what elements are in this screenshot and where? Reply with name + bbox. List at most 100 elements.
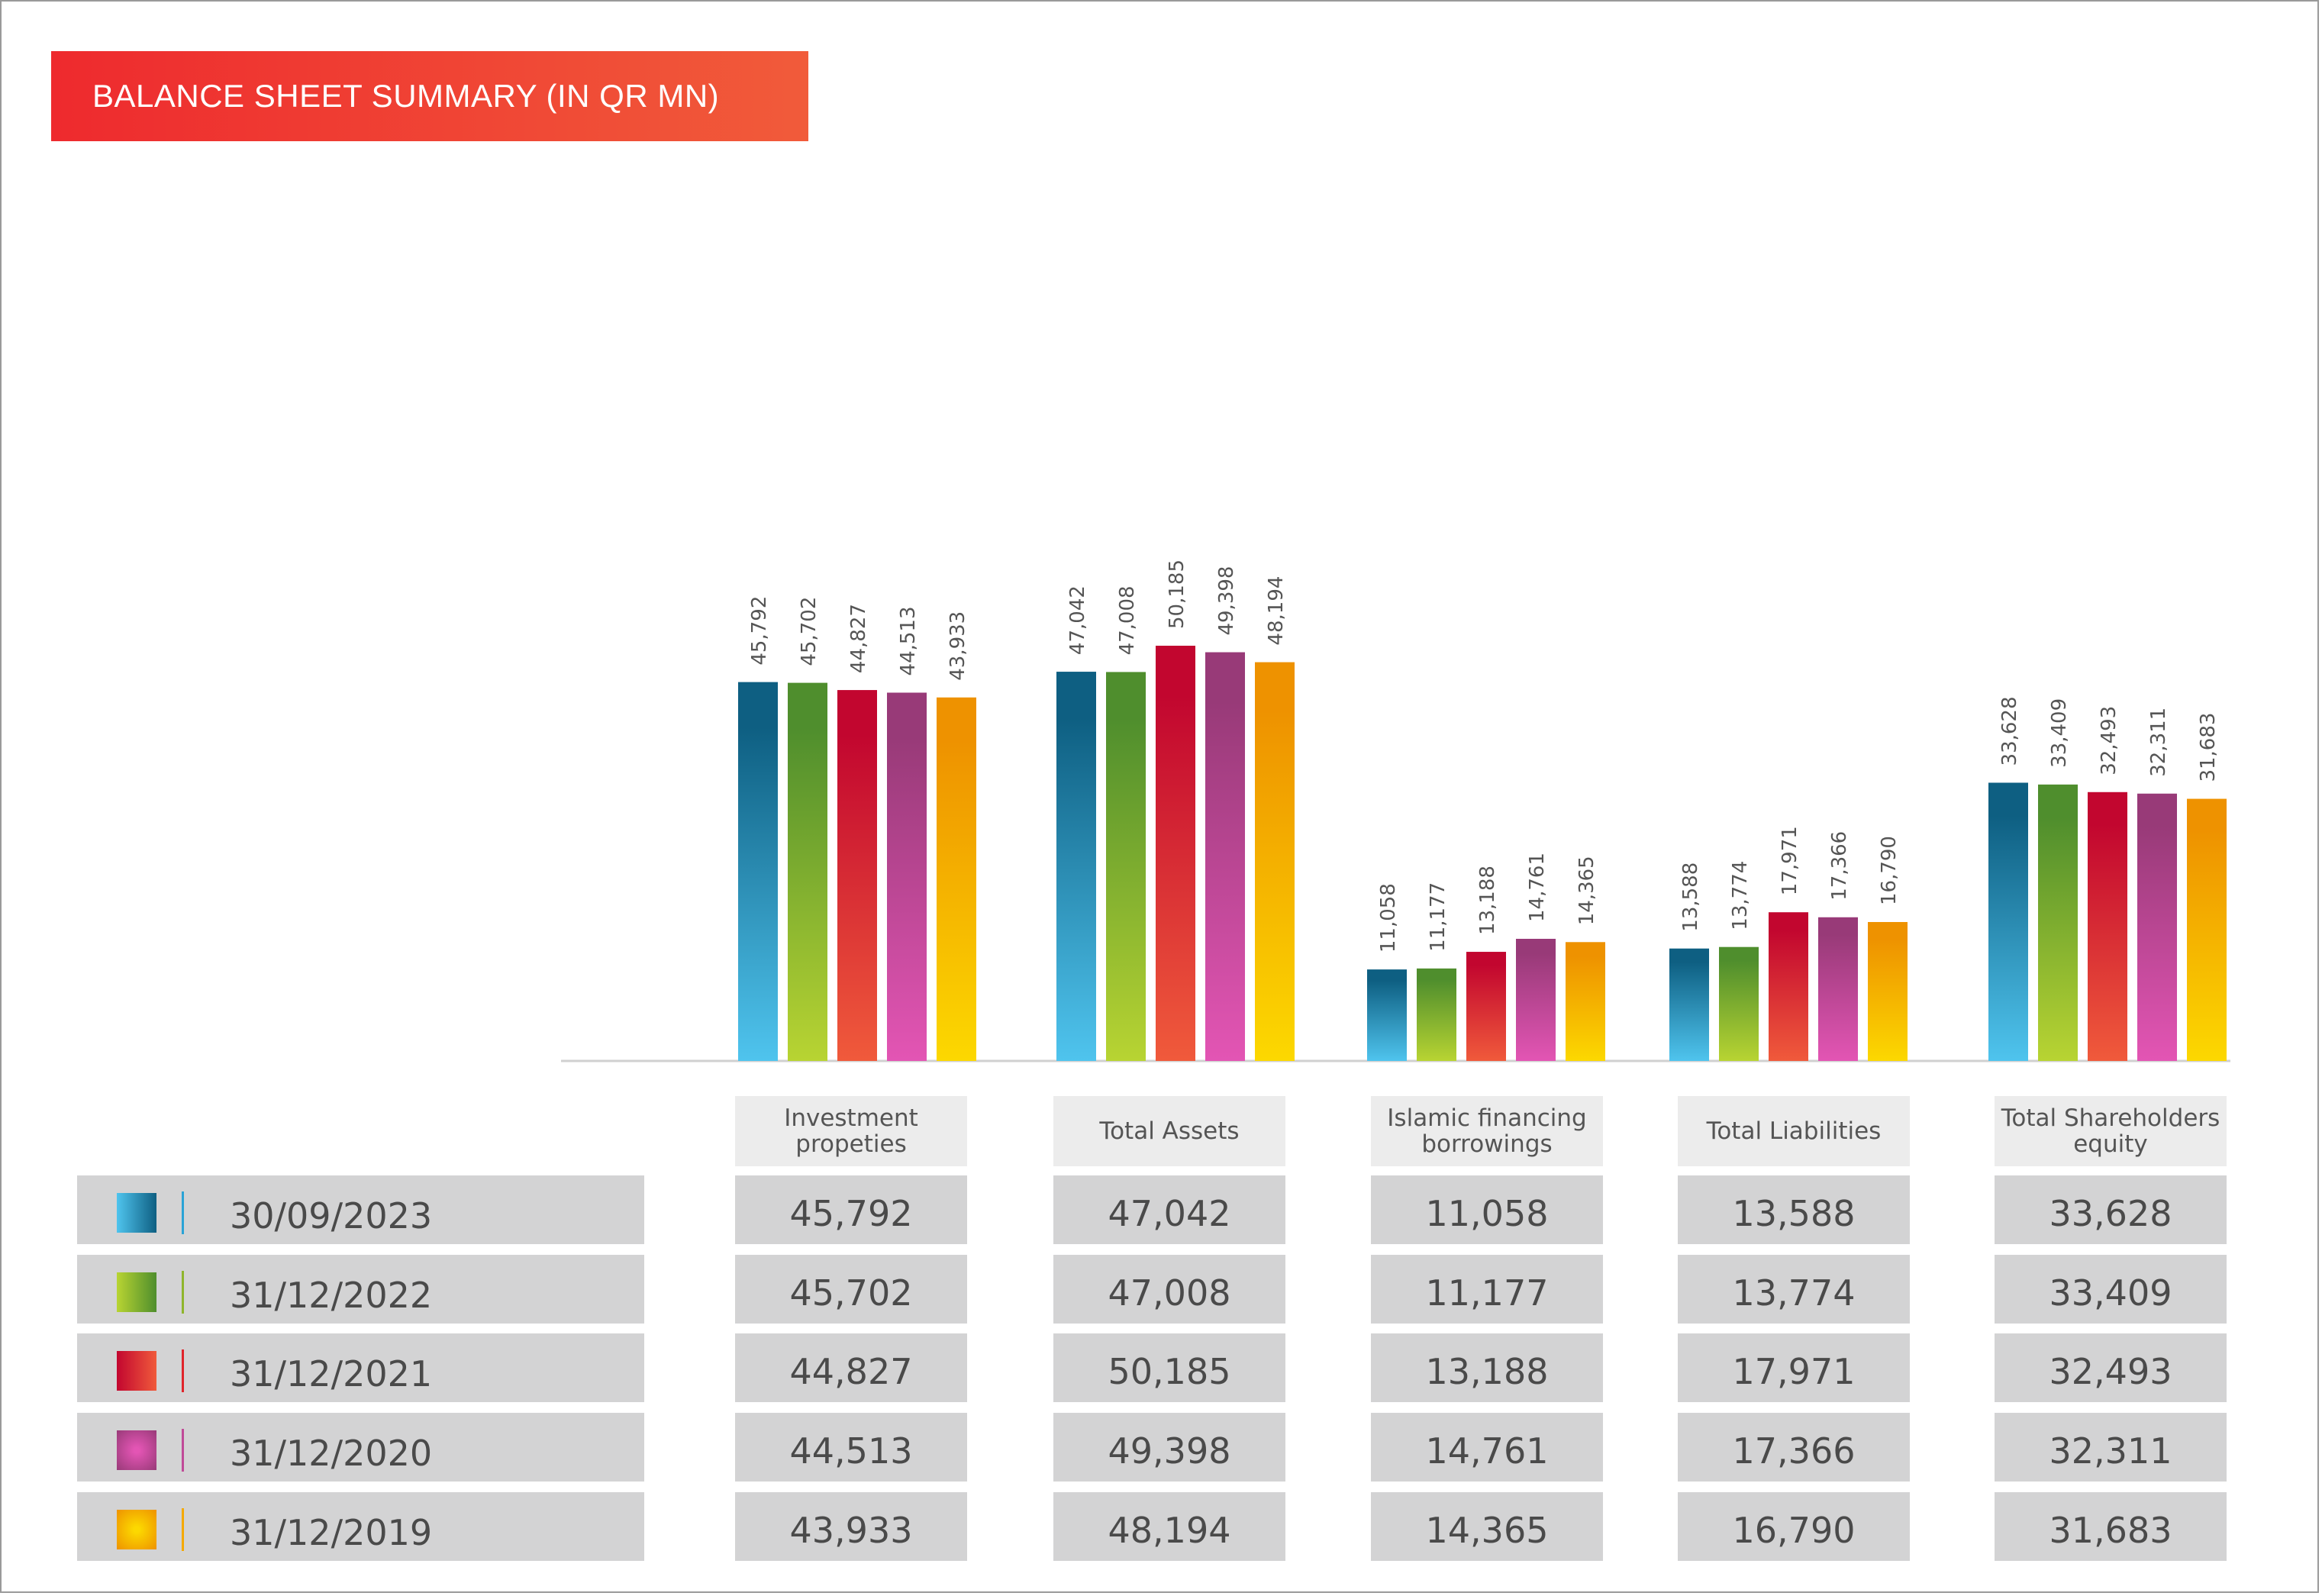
legend-swatch: [117, 1351, 156, 1391]
bar-investment-propeties-30-09-2023: [738, 682, 778, 1061]
data-label-total-liabilities-31-12-2022: 13,774: [1729, 861, 1752, 930]
data-label-investment-propeties-31-12-2019: 43,933: [947, 611, 969, 681]
bar-investment-propeties-31-12-2022: [788, 682, 827, 1061]
table-cell-total-assets-31-12-2022: 47,008: [1053, 1255, 1285, 1324]
table-cell-islamic-financing-borrowings-31-12-2019: 14,365: [1371, 1492, 1603, 1561]
table-cell-total-liabilities-30-09-2023: 13,588: [1678, 1175, 1910, 1244]
data-label-total-liabilities-31-12-2019: 16,790: [1878, 836, 1901, 905]
table-cell-total-assets-31-12-2019: 48,194: [1053, 1492, 1285, 1561]
table-cell-islamic-financing-borrowings-31-12-2020: 14,761: [1371, 1413, 1603, 1482]
legend-row-31-12-2021: 31/12/2021: [77, 1333, 644, 1402]
bar-investment-propeties-31-12-2021: [837, 690, 877, 1061]
data-label-islamic-financing-borrowings-31-12-2020: 14,761: [1526, 853, 1549, 922]
bar-total-shareholders-equity-30-09-2023: [1988, 782, 2028, 1061]
legend-swatch: [117, 1430, 156, 1470]
legend-label: 30/09/2023: [230, 1195, 433, 1236]
data-label-investment-propeties-31-12-2022: 45,702: [798, 597, 821, 666]
table-cell-islamic-financing-borrowings-31-12-2022: 11,177: [1371, 1255, 1603, 1324]
data-label-total-shareholders-equity-31-12-2021: 32,493: [2098, 706, 2120, 775]
data-label-total-assets-30-09-2023: 47,042: [1066, 585, 1089, 655]
data-label-total-shareholders-equity-31-12-2020: 32,311: [2147, 708, 2170, 777]
table-cell-total-shareholders-equity-30-09-2023: 33,628: [1995, 1175, 2227, 1244]
data-label-total-assets-31-12-2021: 50,185: [1166, 559, 1188, 629]
bar-islamic-financing-borrowings-31-12-2021: [1466, 952, 1506, 1061]
bar-total-assets-31-12-2022: [1106, 672, 1146, 1061]
legend-tick: [182, 1191, 184, 1234]
bar-total-shareholders-equity-31-12-2021: [2088, 792, 2127, 1061]
bar-islamic-financing-borrowings-31-12-2020: [1516, 938, 1556, 1061]
data-label-total-assets-31-12-2020: 49,398: [1215, 566, 1238, 636]
bar-total-assets-31-12-2019: [1255, 662, 1295, 1061]
category-header-islamic-financing-borrowings: Islamic financing borrowings: [1371, 1096, 1603, 1166]
table-cell-total-liabilities-31-12-2022: 13,774: [1678, 1255, 1910, 1324]
table-cell-total-shareholders-equity-31-12-2022: 33,409: [1995, 1255, 2227, 1324]
bar-total-liabilities-31-12-2022: [1719, 946, 1759, 1061]
table-cell-total-liabilities-31-12-2019: 16,790: [1678, 1492, 1910, 1561]
table-cell-total-assets-30-09-2023: 47,042: [1053, 1175, 1285, 1244]
chart-title: BALANCE SHEET SUMMARY (IN QR MN): [92, 78, 720, 114]
data-label-islamic-financing-borrowings-31-12-2022: 11,177: [1427, 882, 1450, 952]
bar-investment-propeties-31-12-2019: [937, 697, 976, 1061]
legend-row-31-12-2022: 31/12/2022: [77, 1255, 644, 1324]
legend-tick: [182, 1429, 184, 1472]
table-cell-islamic-financing-borrowings-30-09-2023: 11,058: [1371, 1175, 1603, 1244]
legend-row-31-12-2019: 31/12/2019: [77, 1492, 644, 1561]
data-label-islamic-financing-borrowings-31-12-2019: 14,365: [1575, 856, 1598, 925]
title-banner: BALANCE SHEET SUMMARY (IN QR MN): [51, 51, 808, 141]
data-label-investment-propeties-31-12-2021: 44,827: [847, 604, 870, 673]
legend-tick: [182, 1349, 184, 1392]
bar-investment-propeties-31-12-2020: [887, 692, 927, 1061]
legend-swatch: [117, 1193, 156, 1233]
bar-total-assets-31-12-2020: [1205, 652, 1245, 1061]
bar-chart: 45,792 45,702 44,827 44,513 43,933 47,042 47,0…: [561, 559, 2230, 1062]
data-label-investment-propeties-30-09-2023: 45,792: [748, 596, 771, 666]
table-cell-total-liabilities-31-12-2020: 17,366: [1678, 1413, 1910, 1482]
bar-islamic-financing-borrowings-31-12-2019: [1566, 942, 1605, 1061]
category-header-total-liabilities: Total Liabilities: [1678, 1096, 1910, 1166]
legend-swatch: [117, 1510, 156, 1549]
table-cell-islamic-financing-borrowings-31-12-2021: 13,188: [1371, 1333, 1603, 1402]
legend-row-31-12-2020: 31/12/2020: [77, 1413, 644, 1482]
legend-label: 31/12/2020: [230, 1433, 433, 1474]
table-cell-total-shareholders-equity-31-12-2021: 32,493: [1995, 1333, 2227, 1402]
table-cell-total-assets-31-12-2020: 49,398: [1053, 1413, 1285, 1482]
legend-tick: [182, 1508, 184, 1551]
legend-row-30-09-2023: 30/09/2023: [77, 1175, 644, 1244]
bar-islamic-financing-borrowings-30-09-2023: [1367, 969, 1407, 1061]
legend-tick: [182, 1271, 184, 1314]
bar-islamic-financing-borrowings-31-12-2022: [1417, 968, 1456, 1061]
data-label-total-shareholders-equity-31-12-2022: 33,409: [2048, 698, 2071, 768]
data-label-islamic-financing-borrowings-31-12-2021: 13,188: [1476, 866, 1499, 935]
data-label-total-liabilities-30-09-2023: 13,588: [1679, 862, 1702, 932]
table-cell-total-assets-31-12-2021: 50,185: [1053, 1333, 1285, 1402]
table-cell-investment-propeties-30-09-2023: 45,792: [735, 1175, 967, 1244]
data-label-total-assets-31-12-2022: 47,008: [1116, 585, 1139, 655]
data-label-total-assets-31-12-2019: 48,194: [1265, 576, 1288, 646]
bar-total-shareholders-equity-31-12-2019: [2187, 798, 2227, 1061]
category-header-total-shareholders-equity: Total Shareholders equity: [1995, 1096, 2227, 1166]
legend-swatch: [117, 1272, 156, 1312]
data-label-total-liabilities-31-12-2020: 17,366: [1828, 831, 1851, 901]
table-cell-total-shareholders-equity-31-12-2020: 32,311: [1995, 1413, 2227, 1482]
table-cell-investment-propeties-31-12-2021: 44,827: [735, 1333, 967, 1402]
table-cell-investment-propeties-31-12-2022: 45,702: [735, 1255, 967, 1324]
legend-label: 31/12/2022: [230, 1275, 433, 1316]
data-label-total-liabilities-31-12-2021: 17,971: [1779, 826, 1801, 895]
bar-total-liabilities-31-12-2020: [1818, 917, 1858, 1061]
category-header-total-assets: Total Assets: [1053, 1096, 1285, 1166]
bar-total-shareholders-equity-31-12-2022: [2038, 784, 2078, 1061]
data-label-investment-propeties-31-12-2020: 44,513: [897, 606, 920, 675]
bar-total-shareholders-equity-31-12-2020: [2137, 793, 2177, 1061]
data-label-total-shareholders-equity-30-09-2023: 33,628: [1998, 696, 2021, 766]
data-label-islamic-financing-borrowings-30-09-2023: 11,058: [1377, 883, 1400, 953]
table-cell-investment-propeties-31-12-2019: 43,933: [735, 1492, 967, 1561]
legend-label: 31/12/2019: [230, 1512, 433, 1553]
table-cell-investment-propeties-31-12-2020: 44,513: [735, 1413, 967, 1482]
legend-label: 31/12/2021: [230, 1353, 433, 1394]
bar-total-assets-30-09-2023: [1056, 672, 1096, 1061]
table-cell-total-liabilities-31-12-2021: 17,971: [1678, 1333, 1910, 1402]
table-cell-total-shareholders-equity-31-12-2019: 31,683: [1995, 1492, 2227, 1561]
category-header-investment-propeties: Investment propeties: [735, 1096, 967, 1166]
bar-total-liabilities-31-12-2019: [1868, 921, 1908, 1061]
